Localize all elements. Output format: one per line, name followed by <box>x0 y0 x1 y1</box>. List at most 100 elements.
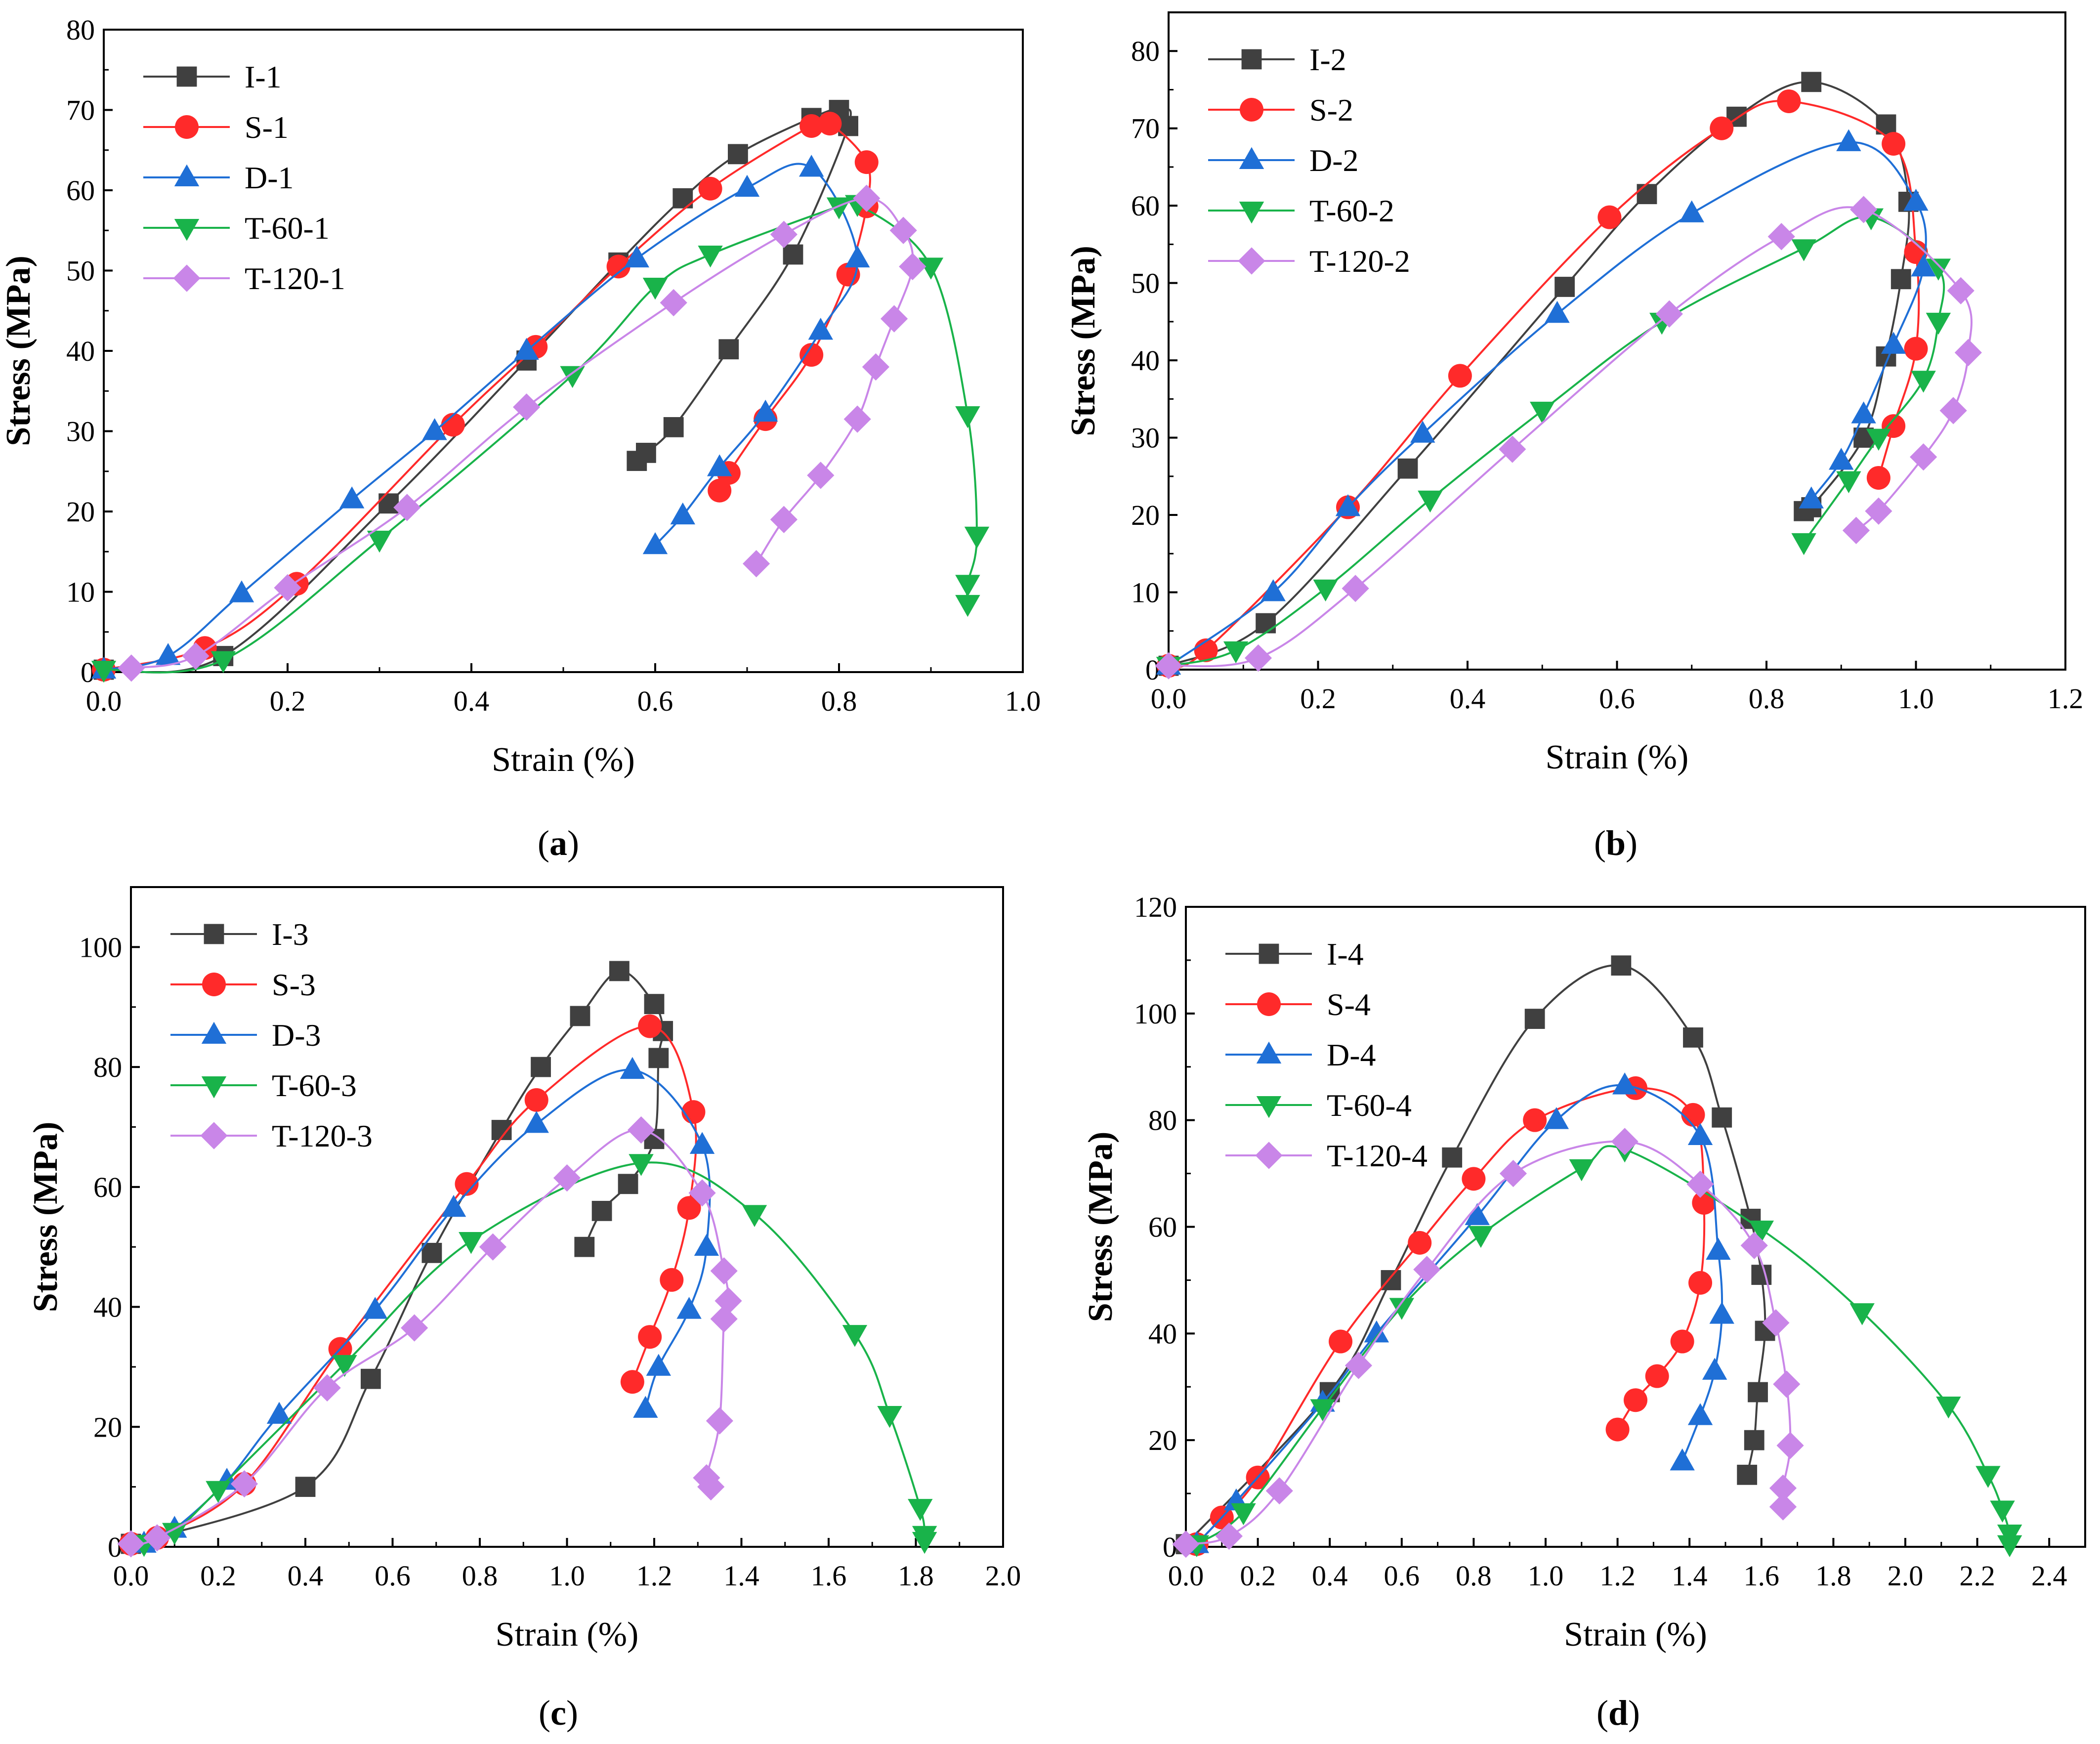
series-T-120-1 <box>118 184 926 682</box>
x-tick-label: 1.8 <box>898 1560 934 1592</box>
y-tick-label: 0 <box>1163 1531 1177 1563</box>
x-tick-label: 0.6 <box>1384 1560 1420 1592</box>
legend-marker <box>1256 1096 1282 1118</box>
legend-marker <box>1239 147 1264 169</box>
data-point <box>459 1232 484 1254</box>
series-S-1 <box>92 112 879 682</box>
x-axis-label: Strain (%) <box>492 741 635 779</box>
plot-frame <box>1185 906 2086 1548</box>
x-tick-label: 2.0 <box>1888 1560 1924 1592</box>
legend-marker <box>1256 1041 1282 1063</box>
series-D-2 <box>1156 129 1936 675</box>
data-point <box>638 1014 662 1038</box>
data-point <box>1710 116 1734 140</box>
data-point <box>908 1499 933 1521</box>
data-point <box>1413 1256 1441 1283</box>
x-axis-label: Strain (%) <box>1564 1616 1707 1654</box>
data-point <box>1155 652 1182 680</box>
data-point <box>1936 1397 1961 1419</box>
y-tick-label: 100 <box>79 931 122 963</box>
data-point <box>1836 129 1861 151</box>
data-point <box>514 338 539 360</box>
x-tick-label: 0.8 <box>1456 1560 1492 1592</box>
data-point <box>1465 1203 1490 1225</box>
data-point <box>1530 401 1555 424</box>
y-tick-label: 70 <box>66 94 95 127</box>
x-tick-label: 0.6 <box>637 685 673 717</box>
data-point <box>332 1355 357 1377</box>
data-point <box>1866 428 1891 451</box>
legend-marker <box>174 164 200 186</box>
data-point <box>698 246 723 268</box>
legend-marker <box>1238 247 1265 275</box>
panel-caption: (d) <box>1596 1693 1640 1733</box>
x-tick-label: 0.0 <box>113 1560 149 1592</box>
data-point <box>229 580 254 602</box>
series-T-120-3 <box>117 1116 742 1558</box>
y-tick-label: 30 <box>66 416 95 448</box>
data-point <box>1389 1298 1414 1320</box>
legend-marker <box>1255 1142 1283 1169</box>
data-point <box>1244 644 1272 672</box>
data-point <box>1829 448 1854 470</box>
y-tick-label: 30 <box>1131 422 1160 454</box>
data-point <box>441 1194 466 1217</box>
data-point <box>313 1374 341 1402</box>
legend-label: T-120-3 <box>272 1118 373 1153</box>
data-point <box>230 1470 258 1498</box>
x-tick-label: 2.2 <box>1959 1560 1995 1592</box>
y-tick-label: 80 <box>66 14 95 46</box>
data-point <box>1686 1170 1714 1198</box>
data-point <box>1544 1107 1569 1129</box>
data-point <box>1524 1009 1545 1029</box>
x-tick-label: 1.6 <box>811 1560 847 1592</box>
series-D-1 <box>91 155 870 679</box>
data-point <box>1397 458 1418 479</box>
data-point <box>1975 1466 2001 1488</box>
data-point <box>638 1325 662 1349</box>
data-point <box>393 494 421 521</box>
data-point <box>1670 1329 1694 1354</box>
x-tick-label: 0.4 <box>1450 682 1486 715</box>
x-tick-label: 2.4 <box>2031 1560 2067 1592</box>
data-point <box>1605 1417 1630 1442</box>
x-tick-label: 1.2 <box>2048 682 2084 715</box>
y-tick-label: 40 <box>1148 1318 1177 1350</box>
data-point <box>677 1196 701 1220</box>
data-point <box>681 1100 706 1124</box>
data-point <box>1926 312 1951 335</box>
y-tick-label: 70 <box>1131 113 1160 145</box>
data-point <box>1791 239 1816 261</box>
data-point <box>1939 397 1967 425</box>
data-point <box>1523 1108 1547 1132</box>
data-point <box>783 244 803 265</box>
data-point <box>689 1132 715 1154</box>
data-point <box>441 413 465 437</box>
data-point <box>401 1314 428 1342</box>
data-point <box>853 184 881 212</box>
data-point <box>912 1531 937 1554</box>
x-tick-label: 0.6 <box>375 1560 411 1592</box>
data-point <box>1172 1531 1200 1558</box>
legend-marker <box>201 1076 227 1099</box>
series-line <box>1168 206 1973 668</box>
data-point <box>862 353 889 381</box>
series-S-3 <box>119 1014 706 1556</box>
legend-marker <box>1259 943 1279 964</box>
data-point <box>710 1257 738 1285</box>
y-axis-label: Stress (MPa) <box>1064 246 1102 436</box>
data-point <box>1364 1320 1389 1343</box>
data-point <box>1997 1535 2022 1558</box>
data-point <box>1799 486 1824 509</box>
legend-label: T-60-4 <box>1327 1088 1412 1123</box>
plot-frame <box>103 29 1024 673</box>
data-point <box>1702 1358 1727 1380</box>
series-line <box>103 117 871 671</box>
data-point <box>91 661 117 683</box>
y-tick-label: 20 <box>1148 1424 1177 1456</box>
data-point <box>1265 1477 1293 1505</box>
data-point <box>143 1524 171 1552</box>
y-tick-label: 80 <box>1148 1105 1177 1137</box>
data-point <box>663 417 684 437</box>
panel-caption: (b) <box>1594 823 1638 863</box>
